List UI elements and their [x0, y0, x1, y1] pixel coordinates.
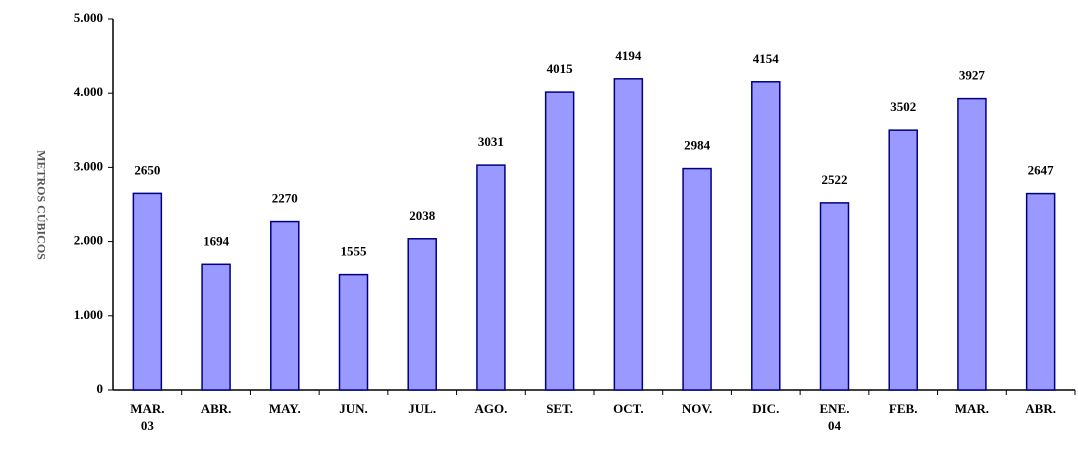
y-tick-label: 3.000 — [74, 158, 103, 173]
bar — [132, 192, 163, 391]
x-tick-label: FEB. — [888, 401, 918, 416]
x-tick-label: ENE. 04 — [819, 401, 850, 433]
y-tick-label: 4.000 — [74, 84, 103, 99]
y-tick-label: 0 — [97, 381, 104, 396]
y-tick-label: 5.000 — [74, 10, 103, 25]
value-label: 3927 — [959, 68, 986, 83]
x-tick-label: ABR. — [1025, 401, 1056, 416]
bar — [682, 167, 712, 391]
x-tick-label: MAR. 03 — [130, 401, 165, 433]
bar — [476, 164, 506, 391]
value-label: 2038 — [409, 208, 436, 223]
value-label: 4154 — [753, 51, 780, 66]
y-tick-label: 1.000 — [74, 307, 103, 322]
bar — [613, 78, 644, 391]
y-axis-label: METROS CÚBICOS — [34, 150, 48, 260]
x-tick-label: JUN. — [339, 401, 368, 416]
x-tick-label: JUL. — [408, 401, 437, 416]
x-tick-label: OCT. — [613, 401, 644, 416]
value-label: 1555 — [341, 244, 368, 259]
bar — [407, 238, 437, 391]
bar — [751, 81, 781, 391]
bar — [544, 91, 575, 391]
bar — [201, 263, 231, 391]
bar — [338, 273, 369, 391]
value-label: 4015 — [547, 61, 574, 76]
x-tick-label: SET. — [546, 401, 574, 416]
x-tick-label: MAR. — [954, 401, 990, 416]
bar — [1025, 192, 1056, 391]
x-tick-label: AGO. — [474, 401, 508, 416]
value-label: 1694 — [203, 233, 230, 248]
value-label: 2270 — [272, 191, 298, 206]
x-tick-label: NOV. — [681, 401, 713, 416]
value-label: 4194 — [615, 48, 642, 63]
bar — [957, 97, 987, 391]
bar — [888, 129, 918, 391]
value-label: 2984 — [684, 138, 711, 153]
x-tick-label: MAY. — [268, 401, 301, 416]
x-tick-label: DIC. — [752, 401, 780, 416]
value-label: 2650 — [134, 162, 160, 177]
y-tick-label: 2.000 — [74, 233, 103, 248]
value-label: 3502 — [890, 99, 916, 114]
x-tick-label: ABR. — [200, 401, 232, 416]
bar — [270, 220, 300, 391]
bar — [819, 202, 850, 391]
value-label: 3031 — [478, 134, 504, 149]
value-label: 2647 — [1028, 163, 1055, 178]
value-label: 2522 — [822, 172, 848, 187]
